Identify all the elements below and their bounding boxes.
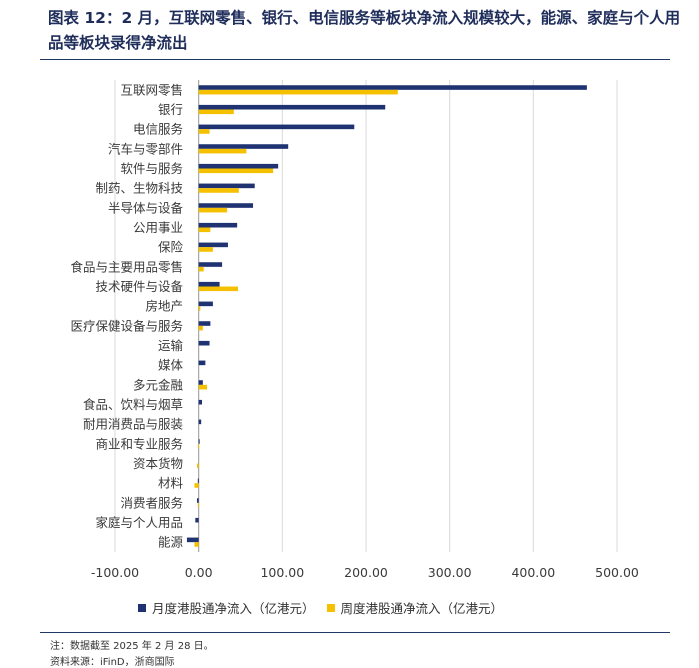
category-label: 公用事业 (133, 220, 183, 235)
bar-monthly (186, 537, 199, 543)
bar-weekly (198, 306, 201, 311)
category-label: 技术硬件与设备 (95, 279, 183, 294)
bar-weekly (198, 207, 228, 213)
category-label: 互联网零售 (120, 82, 183, 97)
category-label: 材料 (158, 476, 184, 491)
category-label: 资本货物 (133, 456, 183, 471)
bar-monthly (198, 242, 228, 248)
chart-title: 图表 12：2 月，互联网零售、银行、电信服务等板块净流入规模较大，能源、家庭与… (48, 9, 681, 52)
category-label: 汽车与零部件 (108, 141, 183, 156)
bar-monthly (198, 144, 289, 149)
category-label: 电信服务 (133, 122, 183, 137)
bar-monthly (198, 104, 386, 110)
bar-weekly (198, 89, 398, 95)
bar-monthly (197, 478, 199, 484)
bar-monthly (198, 419, 202, 425)
bar-weekly (198, 247, 213, 252)
footer-divider (40, 632, 670, 633)
bar-monthly (198, 163, 279, 169)
bar-monthly (198, 203, 254, 208)
bar-monthly (198, 301, 213, 307)
x-tick-label: 400.00 (511, 565, 555, 580)
legend-swatch-monthly (138, 603, 146, 612)
bar-weekly (194, 483, 199, 488)
bar-weekly (196, 463, 199, 469)
bar-weekly (198, 188, 239, 193)
bar-monthly (198, 183, 255, 189)
bar-monthly (198, 360, 206, 366)
bar-monthly (196, 498, 199, 503)
bar-weekly (198, 109, 234, 115)
bar-weekly (198, 286, 238, 292)
bar-monthly (198, 262, 223, 267)
category-label: 房地产 (145, 299, 183, 314)
bar-monthly (198, 222, 238, 228)
category-label: 制药、生物科技 (95, 181, 183, 196)
category-label: 半导体与设备 (108, 200, 184, 215)
bar-weekly (198, 266, 204, 272)
bar-monthly (198, 85, 587, 90)
bar-weekly (198, 384, 208, 390)
bar-monthly (195, 517, 199, 523)
legend-label-weekly: 周度港股通净流入（亿港元） (340, 601, 504, 616)
category-label: 医疗保健设备与服务 (70, 318, 183, 333)
category-label: 运输 (158, 338, 184, 353)
legend-item-monthly: 月度港股通净流入（亿港元） (138, 598, 315, 617)
footnote: 注：数据截至 2025 年 2 月 28 日。 (50, 641, 214, 652)
bar-weekly (198, 148, 247, 154)
x-tick-label: 0.00 (185, 565, 213, 580)
category-label: 家庭与个人用品 (95, 515, 183, 530)
category-label: 食品与主要用品零售 (70, 259, 183, 274)
legend-item-weekly: 周度港股通净流入（亿港元） (326, 598, 504, 617)
bar-weekly (198, 129, 210, 134)
category-label: 消费者服务 (120, 495, 183, 510)
bar-chart: -100.00 0.00 100.00 200.00 300.00 400.00 500.0… (70, 80, 639, 580)
category-label: 媒体 (158, 358, 184, 373)
legend-label-monthly: 月度港股通净流入（亿港元） (152, 601, 315, 616)
bar-monthly (198, 281, 220, 287)
bar-monthly (198, 399, 203, 405)
category-label: 软件与服务 (120, 161, 183, 176)
bar-weekly (194, 542, 199, 547)
legend-swatch-weekly (326, 603, 335, 612)
category-label: 保险 (158, 240, 184, 255)
bar-weekly (197, 443, 199, 449)
x-tick-label: 300.00 (428, 565, 472, 580)
x-tick-label: 100.00 (260, 565, 304, 580)
bar-monthly (198, 340, 210, 346)
bar-weekly (197, 502, 199, 508)
bar-monthly (198, 439, 200, 444)
category-label: 商业和专业服务 (95, 436, 183, 451)
category-label: 银行 (158, 102, 183, 117)
bar-weekly (198, 325, 203, 331)
bar-weekly (198, 168, 274, 174)
x-tick-label: 500.00 (595, 565, 639, 580)
title-divider (40, 59, 670, 60)
bar-monthly (198, 380, 203, 385)
category-label: 能源 (158, 535, 184, 550)
bar-monthly (198, 321, 211, 326)
x-tick-label: 200.00 (344, 565, 388, 580)
bar-weekly (198, 227, 211, 233)
category-label: 食品、饮料与烟草 (83, 397, 183, 412)
bar-monthly (198, 124, 355, 130)
category-label: 多元金融 (133, 377, 184, 392)
category-label: 耐用消费品与服装 (83, 417, 183, 432)
chart-legend: 月度港股通净流入（亿港元） 周度港股通净流入（亿港元） (138, 598, 503, 617)
x-tick-label: -100.00 (91, 565, 139, 580)
